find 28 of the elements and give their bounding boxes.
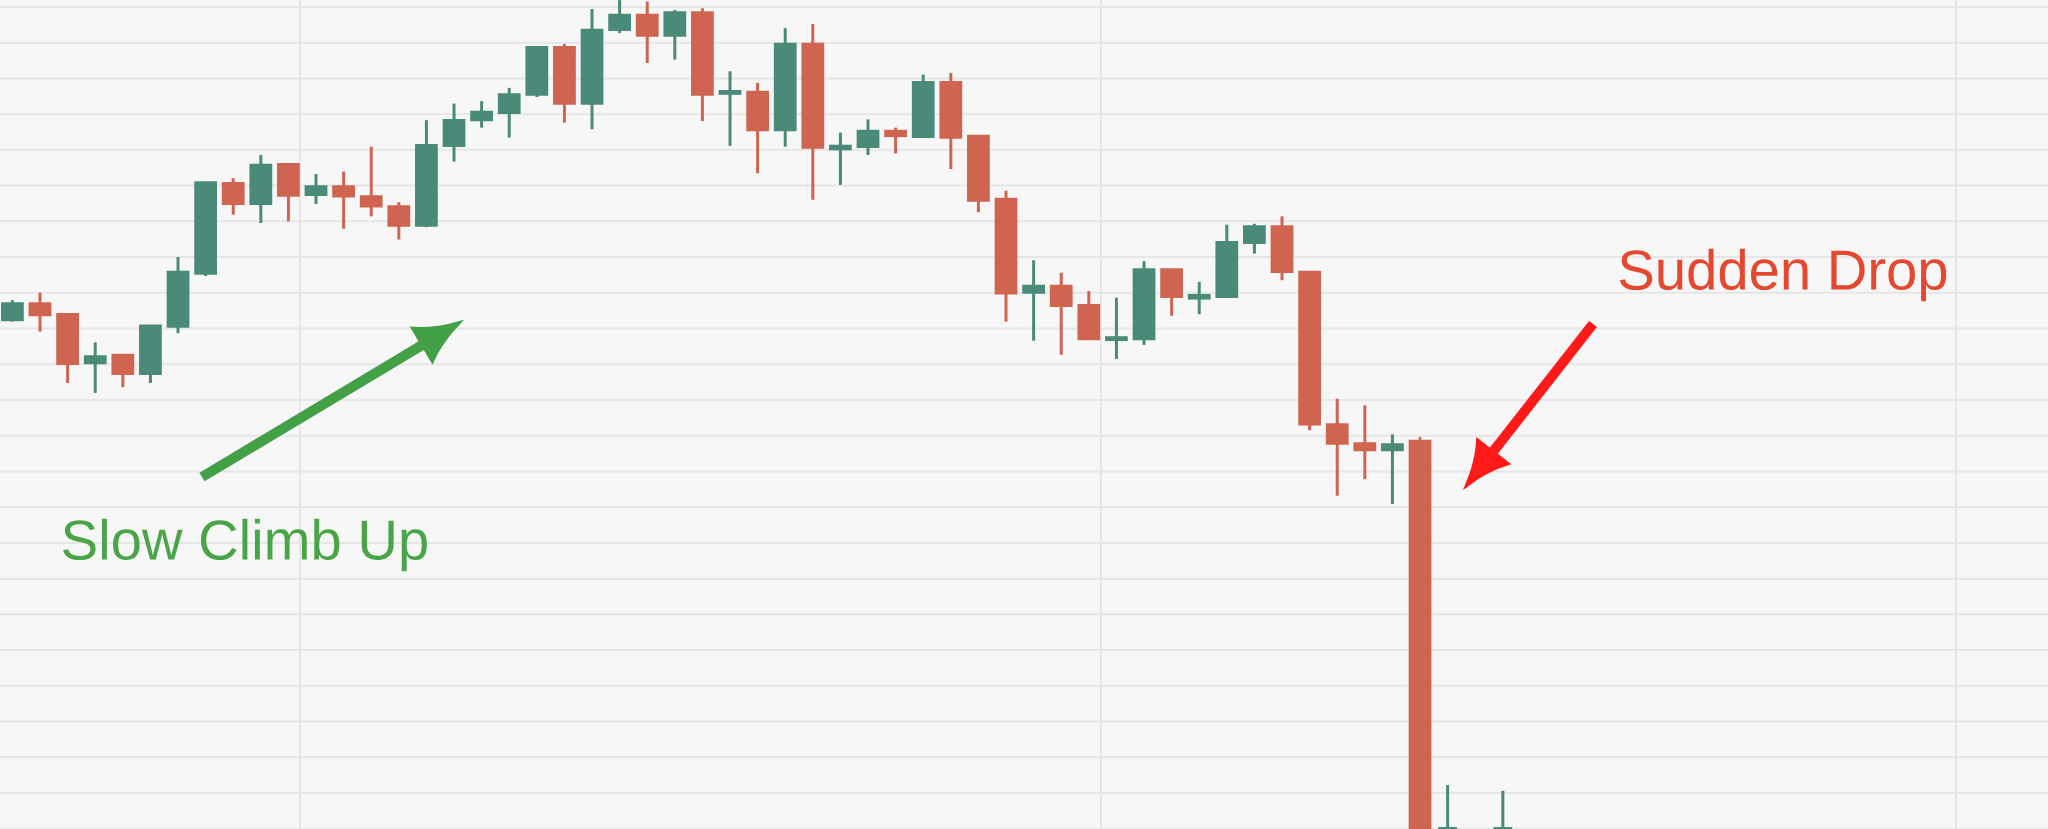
annotation: Slow Climb Up: [63, 518, 427, 572]
candlestick: [829, 132, 852, 185]
candlestick: [83, 342, 107, 393]
candlestick: [1353, 405, 1377, 481]
candlestick: [1022, 260, 1045, 341]
candlestick: [332, 171, 356, 229]
candlestick: [718, 71, 742, 146]
candlestick: [1187, 280, 1211, 316]
candlestick: [635, 1, 659, 63]
text: Sudden Drop: [1619, 248, 1947, 302]
candlestick: [1049, 272, 1073, 355]
candlestick: [608, 0, 631, 35]
candlestick: [359, 146, 383, 217]
candlestick: [1325, 398, 1349, 496]
candlestick: [221, 178, 245, 215]
candlestick: [1243, 222, 1266, 254]
candlestick: [1381, 434, 1404, 505]
candlestick: [1105, 297, 1128, 359]
candlestick: [856, 119, 880, 156]
candlestick: [111, 353, 135, 389]
candlestick: [304, 174, 328, 204]
candlestick: [28, 292, 52, 332]
candlestick: [470, 101, 494, 128]
candlestick: [884, 127, 908, 154]
candlestick: [1, 300, 24, 322]
candlestick: [663, 8, 687, 60]
candlestick: [497, 86, 521, 138]
candlestick: [387, 202, 411, 240]
